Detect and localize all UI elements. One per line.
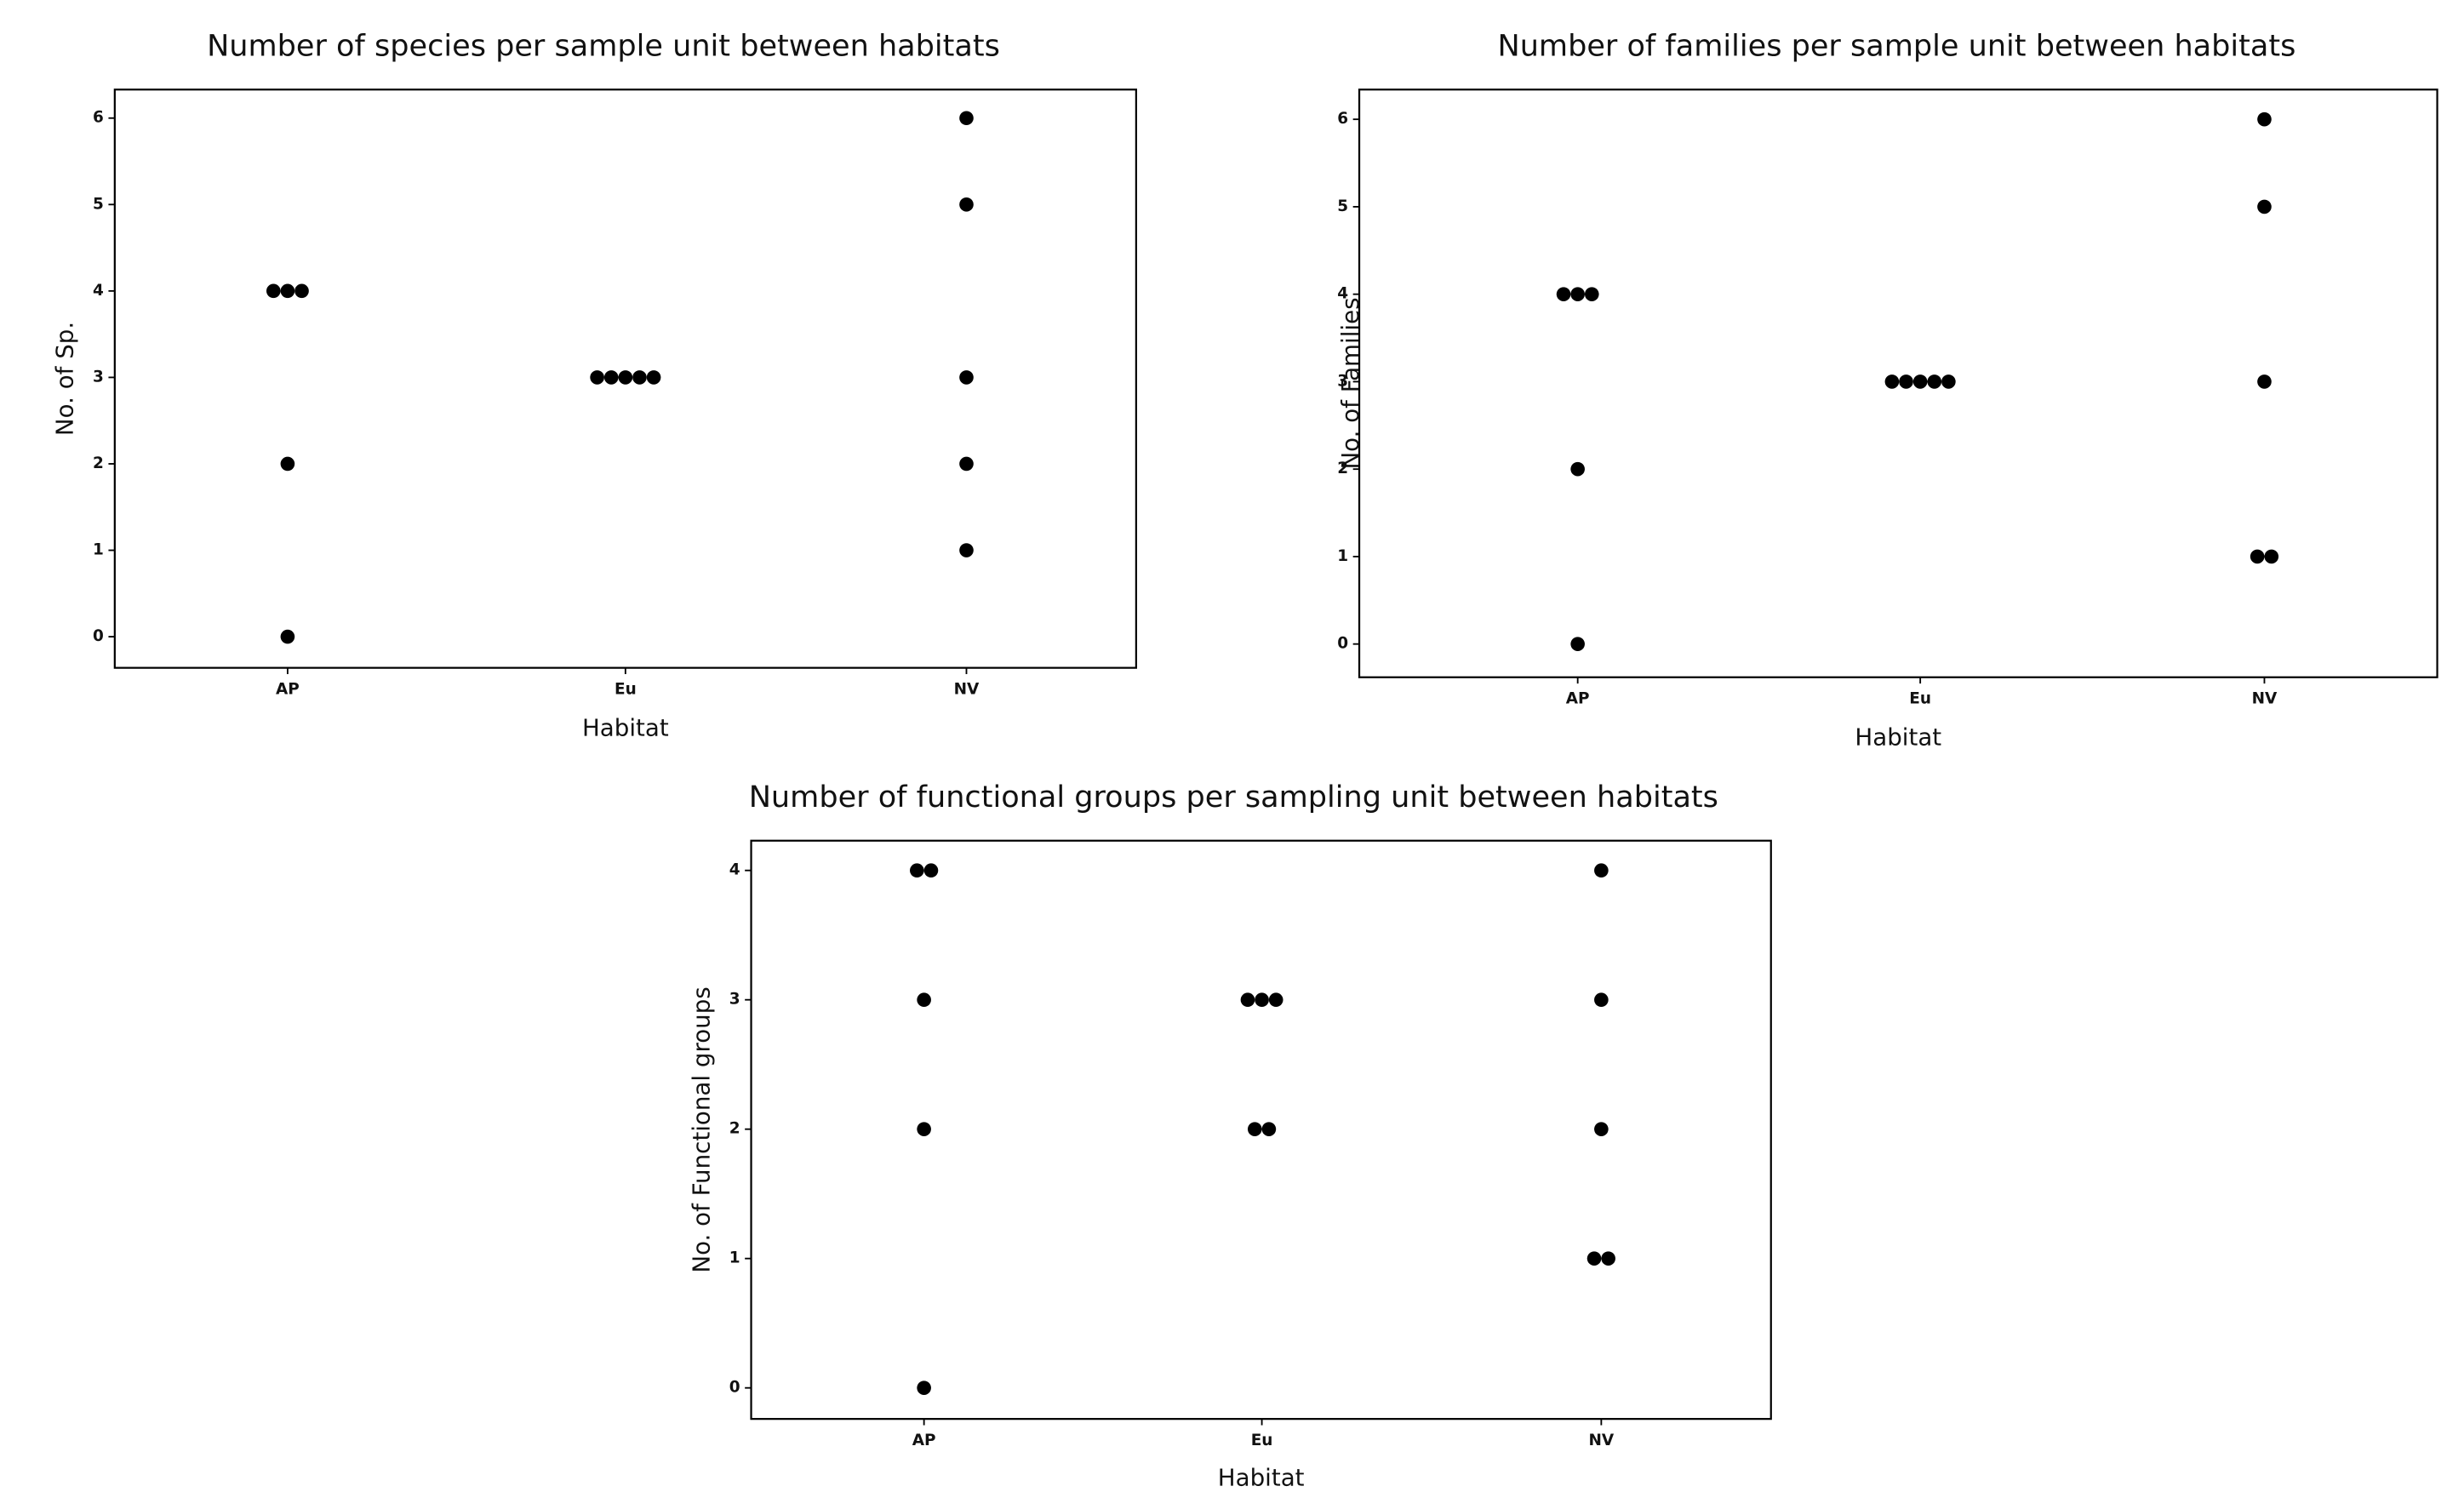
data-point (1570, 461, 1585, 477)
data-point (2257, 199, 2272, 214)
data-point (1586, 1251, 1602, 1266)
data-point (917, 1381, 931, 1395)
data-point (590, 370, 604, 385)
data-point (1601, 1251, 1615, 1266)
x-axis-label: Habitat (1218, 1463, 1305, 1491)
data-point (280, 456, 295, 472)
data-point (1927, 374, 1942, 389)
data-point (959, 111, 974, 126)
x-tick-label: Eu (1251, 1432, 1273, 1449)
data-point (294, 283, 309, 299)
y-tick-label: 3 (729, 991, 740, 1009)
data-point (632, 370, 647, 385)
x-tick-label: Eu (1909, 690, 1931, 708)
data-point (1884, 374, 1900, 389)
y-tick-label: 6 (93, 109, 104, 127)
data-point (2257, 111, 2272, 127)
x-tick-label: NV (954, 680, 980, 698)
data-point (266, 283, 281, 299)
y-tick-label: 5 (1337, 197, 1348, 215)
x-tick-label: NV (2252, 690, 2278, 708)
x-tick-label: AP (276, 680, 300, 698)
y-tick-label: 2 (93, 454, 104, 472)
data-point (917, 992, 931, 1007)
chart-title: Number of families per sample unit betwe… (1497, 28, 2295, 63)
x-axis-label: Habitat (582, 714, 669, 742)
data-point (959, 543, 974, 557)
y-tick-label: 2 (729, 1120, 740, 1138)
y-tick-label: 3 (93, 368, 104, 386)
data-point (2264, 549, 2279, 564)
data-point (1570, 637, 1585, 651)
data-point (1261, 1122, 1277, 1136)
data-point (1255, 992, 1269, 1007)
y-tick-label: 1 (729, 1249, 740, 1267)
data-point (2250, 549, 2265, 564)
x-tick-label: NV (1588, 1432, 1614, 1449)
x-tick-label: AP (1566, 690, 1590, 708)
data-point (280, 629, 295, 644)
chart-title: Number of functional groups per sampling… (749, 780, 1718, 815)
y-tick-label: 4 (729, 861, 740, 879)
data-point (959, 456, 974, 472)
plot-frame (1358, 89, 2438, 678)
y-tick-label: 1 (1337, 547, 1348, 565)
y-axis-label: No. of Families (1336, 297, 1364, 469)
data-point (1240, 992, 1255, 1007)
y-axis-label: No. of Functional groups (687, 986, 715, 1272)
data-point (618, 370, 633, 385)
data-point (959, 370, 974, 385)
data-point (1912, 374, 1928, 389)
data-point (1594, 992, 1609, 1007)
data-point (1570, 287, 1585, 301)
y-tick-label: 3 (1337, 372, 1348, 390)
data-point (923, 863, 939, 878)
data-point (1941, 374, 1956, 389)
y-tick-label: 5 (93, 195, 104, 213)
data-point (1268, 992, 1283, 1007)
data-point (646, 370, 661, 385)
y-tick-label: 6 (1337, 110, 1348, 128)
y-axis-label: No. of Sp. (51, 322, 79, 436)
data-point (1247, 1122, 1262, 1136)
y-tick-label: 4 (93, 282, 104, 300)
x-tick-label: AP (912, 1432, 936, 1449)
data-point (959, 197, 974, 212)
y-tick-label: 1 (93, 541, 104, 559)
y-tick-label: 0 (1337, 635, 1348, 653)
y-tick-label: 2 (1337, 460, 1348, 477)
data-point (917, 1122, 931, 1136)
data-point (1899, 374, 1913, 389)
y-tick-label: 0 (93, 627, 104, 645)
data-point (910, 863, 924, 878)
x-tick-label: Eu (615, 680, 637, 698)
data-point (1594, 863, 1609, 878)
data-point (2257, 374, 2272, 389)
y-tick-label: 0 (729, 1379, 740, 1397)
data-point (1584, 287, 1599, 301)
data-point (1556, 287, 1571, 301)
data-point (1594, 1122, 1609, 1136)
data-point (280, 283, 295, 299)
y-tick-label: 4 (1337, 285, 1348, 303)
data-point (603, 370, 619, 385)
chart-title: Number of species per sample unit betwee… (207, 28, 1000, 63)
x-axis-label: Habitat (1855, 723, 1941, 752)
